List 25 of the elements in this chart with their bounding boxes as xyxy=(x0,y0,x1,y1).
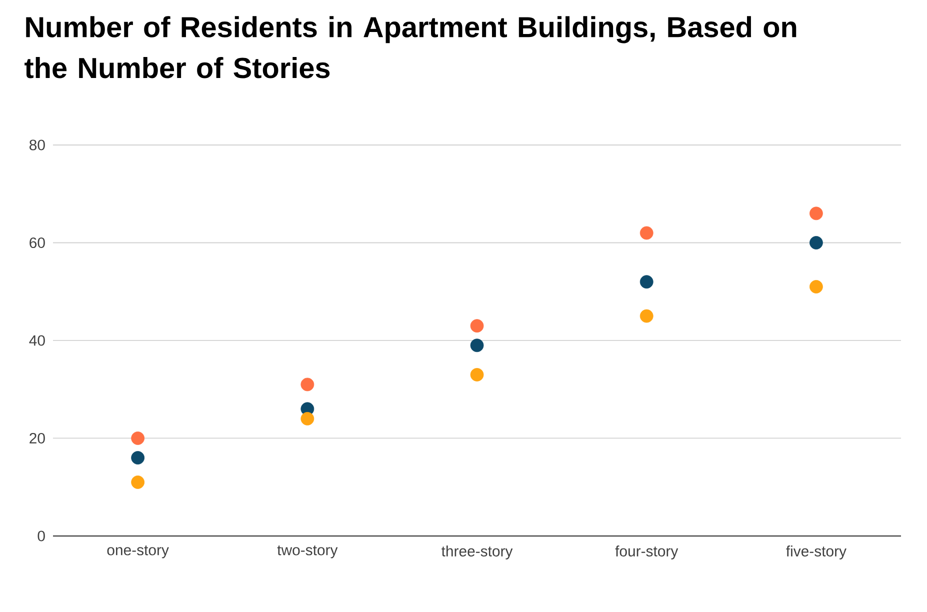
x-tick-label: one-story xyxy=(107,546,169,558)
x-tick-label: three-story xyxy=(442,546,513,560)
y-tick-label: 60 xyxy=(30,237,45,248)
point xyxy=(640,275,654,289)
point xyxy=(131,432,145,445)
y-tick-label: 40 xyxy=(29,335,45,346)
point xyxy=(810,236,823,250)
point xyxy=(131,476,145,489)
point xyxy=(300,378,314,392)
x-tick-label: four-story xyxy=(615,546,678,560)
y-tick-label: 20 xyxy=(30,432,45,444)
point xyxy=(810,280,823,294)
x-tick-label: two-story xyxy=(277,546,338,558)
chart-title: Number of Residents in Apartment Buildings, Based on the Number of Stories xyxy=(24,16,796,78)
y-tick-label: 80 xyxy=(30,140,45,150)
y-tick-label: 0 xyxy=(38,530,45,542)
point xyxy=(470,338,484,352)
point xyxy=(300,412,314,426)
point xyxy=(810,206,823,220)
point xyxy=(640,226,654,240)
point xyxy=(470,319,484,333)
point xyxy=(640,309,654,323)
point xyxy=(470,368,484,382)
point xyxy=(131,451,145,464)
x-tick-label: five-story xyxy=(786,546,846,560)
